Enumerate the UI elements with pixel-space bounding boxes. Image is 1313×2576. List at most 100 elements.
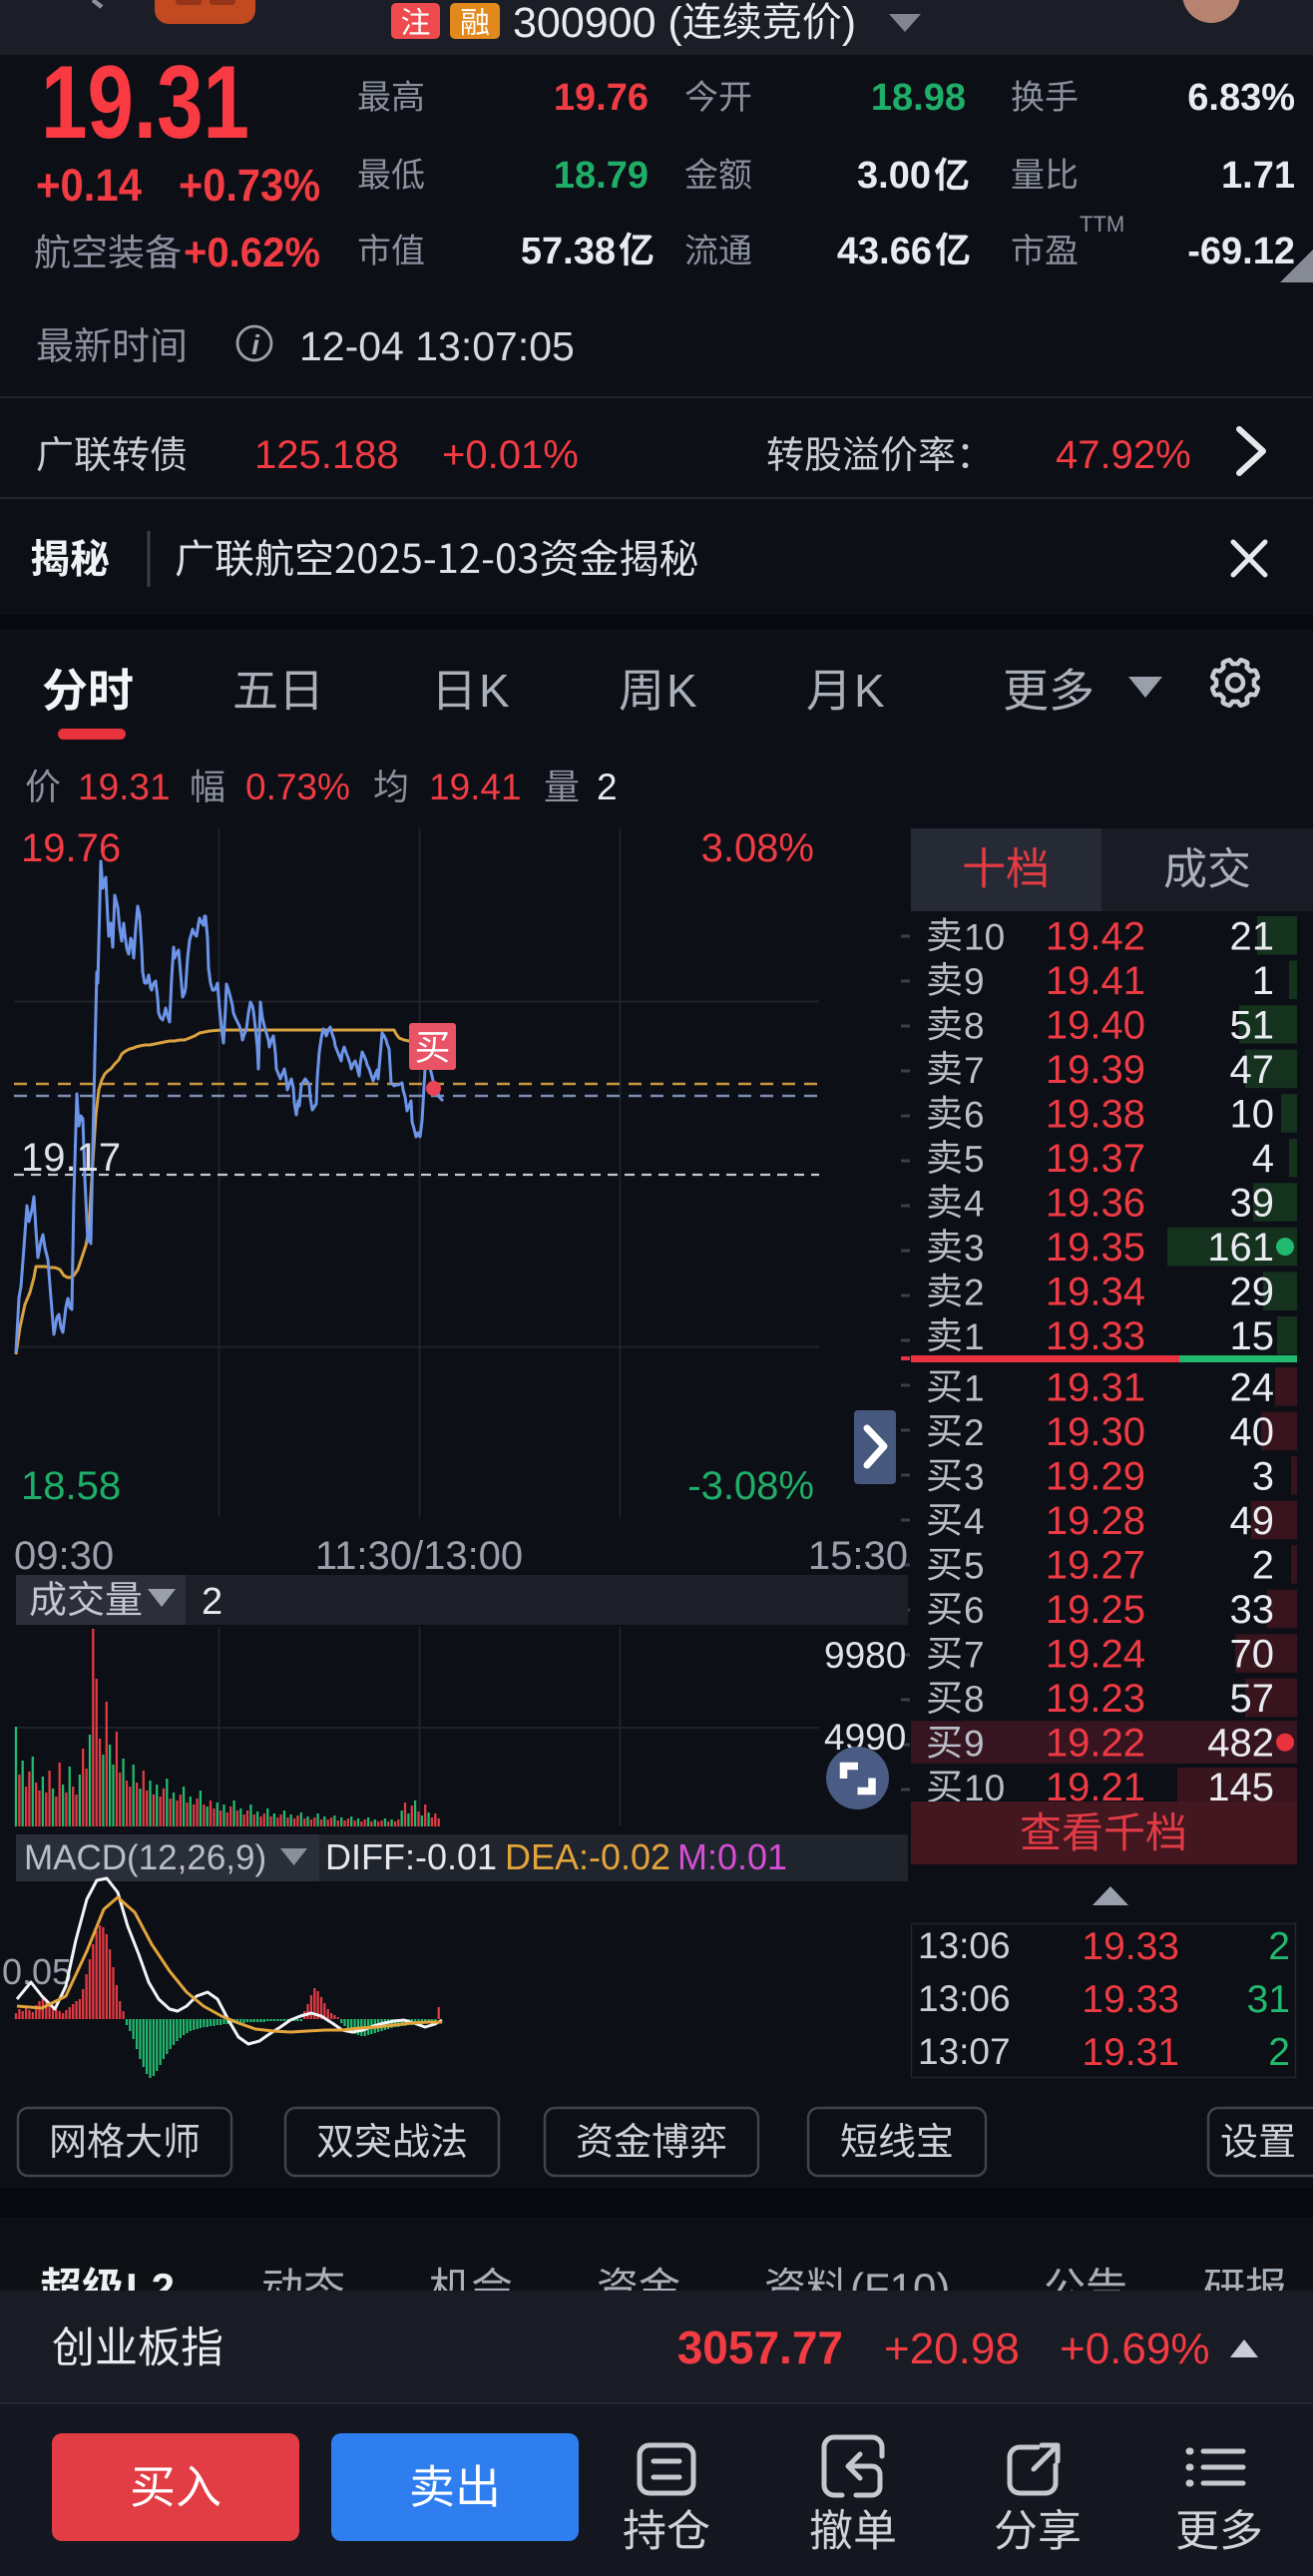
- svg-text:+0.01%: +0.01%: [442, 433, 579, 477]
- svg-text:19.76: 19.76: [554, 77, 649, 119]
- svg-text:09:30: 09:30: [14, 1534, 114, 1578]
- svg-text:19.33: 19.33: [1082, 1925, 1179, 1968]
- svg-text:13:06: 13:06: [918, 1978, 1011, 2019]
- svg-text:19.22: 19.22: [1046, 1722, 1145, 1766]
- svg-text:K: K: [666, 665, 697, 717]
- svg-text:i: i: [251, 329, 260, 360]
- svg-text:1.71: 1.71: [1221, 155, 1295, 197]
- svg-text:18.58: 18.58: [21, 1464, 121, 1508]
- svg-text:0.05: 0.05: [2, 1951, 72, 1992]
- svg-text:-3.08%: -3.08%: [687, 1464, 814, 1508]
- svg-text:4: 4: [964, 1184, 985, 1225]
- svg-text:3: 3: [964, 1228, 985, 1269]
- svg-text:19.31: 19.31: [41, 45, 249, 161]
- svg-text:8: 8: [964, 1679, 985, 1720]
- svg-text:MACD(12,26,9): MACD(12,26,9): [24, 1838, 266, 1877]
- svg-text:6: 6: [964, 1590, 985, 1631]
- svg-text:+0.62%: +0.62%: [184, 229, 320, 275]
- svg-text:19.31: 19.31: [1082, 2031, 1179, 2074]
- svg-text:70: 70: [1230, 1633, 1275, 1677]
- svg-text:15: 15: [1230, 1314, 1275, 1358]
- svg-text:7: 7: [964, 1635, 985, 1676]
- svg-text:21: 21: [1230, 914, 1275, 958]
- svg-text:6: 6: [964, 1095, 985, 1136]
- svg-text:57: 57: [1230, 1677, 1275, 1721]
- svg-text:+0.14: +0.14: [36, 160, 142, 211]
- svg-text:K: K: [479, 665, 510, 717]
- svg-text:3: 3: [964, 1456, 985, 1497]
- svg-text:57.38: 57.38: [521, 231, 616, 272]
- svg-text:19.41: 19.41: [1046, 959, 1145, 1003]
- svg-text:19.40: 19.40: [1046, 1003, 1145, 1047]
- svg-text:3.08%: 3.08%: [701, 826, 814, 870]
- svg-text:0.73%: 0.73%: [245, 767, 350, 807]
- svg-text:40: 40: [1230, 1410, 1275, 1454]
- svg-text:18.79: 18.79: [554, 155, 649, 197]
- svg-text:2: 2: [1268, 2031, 1290, 2074]
- svg-text:31: 31: [1247, 1978, 1290, 2021]
- svg-text:43.66: 43.66: [837, 231, 932, 272]
- svg-text:2: 2: [964, 1273, 985, 1313]
- svg-text:19.33: 19.33: [1046, 1314, 1145, 1358]
- svg-text:5: 5: [964, 1546, 985, 1587]
- svg-text:47.92%: 47.92%: [1056, 433, 1191, 477]
- svg-text:19.29: 19.29: [1046, 1454, 1145, 1498]
- svg-text:482: 482: [1207, 1722, 1274, 1766]
- svg-text:125.188: 125.188: [254, 433, 399, 477]
- svg-text:13:06: 13:06: [918, 1925, 1011, 1966]
- svg-text:15:30: 15:30: [808, 1534, 908, 1578]
- svg-text:2: 2: [597, 767, 618, 807]
- svg-text:19.33: 19.33: [1082, 1978, 1179, 2021]
- svg-text:19.31: 19.31: [78, 767, 171, 807]
- svg-text:13:07: 13:07: [918, 2031, 1011, 2072]
- svg-text:19.41: 19.41: [429, 767, 522, 807]
- svg-text:M:0.01: M:0.01: [677, 1836, 787, 1877]
- svg-text:+0.69%: +0.69%: [1060, 2324, 1209, 2373]
- svg-text:19.42: 19.42: [1046, 914, 1145, 958]
- svg-text:+0.73%: +0.73%: [179, 160, 320, 211]
- svg-text:19.17: 19.17: [21, 1136, 121, 1180]
- svg-text:19.37: 19.37: [1046, 1137, 1145, 1181]
- svg-text:300900 (: 300900 (: [513, 0, 682, 47]
- svg-text:2: 2: [964, 1412, 985, 1453]
- svg-text:19.30: 19.30: [1046, 1410, 1145, 1454]
- svg-text:19.27: 19.27: [1046, 1544, 1145, 1588]
- svg-text:51: 51: [1230, 1003, 1275, 1047]
- svg-text:19.28: 19.28: [1046, 1499, 1145, 1543]
- svg-text:3057.77: 3057.77: [677, 2321, 843, 2373]
- svg-text:4: 4: [1252, 1137, 1274, 1181]
- svg-text:33: 33: [1230, 1588, 1275, 1632]
- svg-text:DEA:-0.02: DEA:-0.02: [505, 1836, 670, 1877]
- svg-text:+20.98: +20.98: [884, 2324, 1020, 2373]
- svg-text:19.36: 19.36: [1046, 1182, 1145, 1226]
- svg-text:29: 29: [1230, 1271, 1275, 1314]
- svg-text:19.24: 19.24: [1046, 1633, 1145, 1677]
- svg-text:19.35: 19.35: [1046, 1226, 1145, 1270]
- svg-text:11:30/13:00: 11:30/13:00: [315, 1534, 523, 1578]
- svg-text:2: 2: [202, 1581, 222, 1623]
- svg-text:19.38: 19.38: [1046, 1093, 1145, 1137]
- svg-text:49: 49: [1230, 1499, 1275, 1543]
- svg-text:6.83%: 6.83%: [1187, 77, 1295, 119]
- svg-text:4: 4: [964, 1501, 985, 1542]
- svg-text:5: 5: [964, 1139, 985, 1180]
- svg-text:12-04 13:07:05: 12-04 13:07:05: [299, 323, 575, 369]
- svg-text:9: 9: [964, 1724, 985, 1765]
- svg-text:TTM: TTM: [1080, 212, 1124, 237]
- svg-text:161: 161: [1207, 1226, 1274, 1270]
- svg-text:19.25: 19.25: [1046, 1588, 1145, 1632]
- svg-text:19.23: 19.23: [1046, 1677, 1145, 1721]
- svg-text:47: 47: [1230, 1048, 1275, 1092]
- svg-text:19.39: 19.39: [1046, 1048, 1145, 1092]
- svg-text:10: 10: [964, 916, 1005, 957]
- svg-text:7: 7: [964, 1050, 985, 1091]
- svg-text:9980: 9980: [824, 1635, 906, 1676]
- svg-text:1: 1: [1252, 959, 1274, 1003]
- svg-text:19.76: 19.76: [21, 826, 121, 870]
- svg-text:24: 24: [1230, 1365, 1275, 1409]
- svg-text:K: K: [854, 665, 885, 717]
- svg-text:): ): [842, 0, 856, 47]
- svg-text:39: 39: [1230, 1182, 1275, 1226]
- svg-text:8: 8: [964, 1005, 985, 1046]
- svg-text:-69.12: -69.12: [1187, 231, 1295, 272]
